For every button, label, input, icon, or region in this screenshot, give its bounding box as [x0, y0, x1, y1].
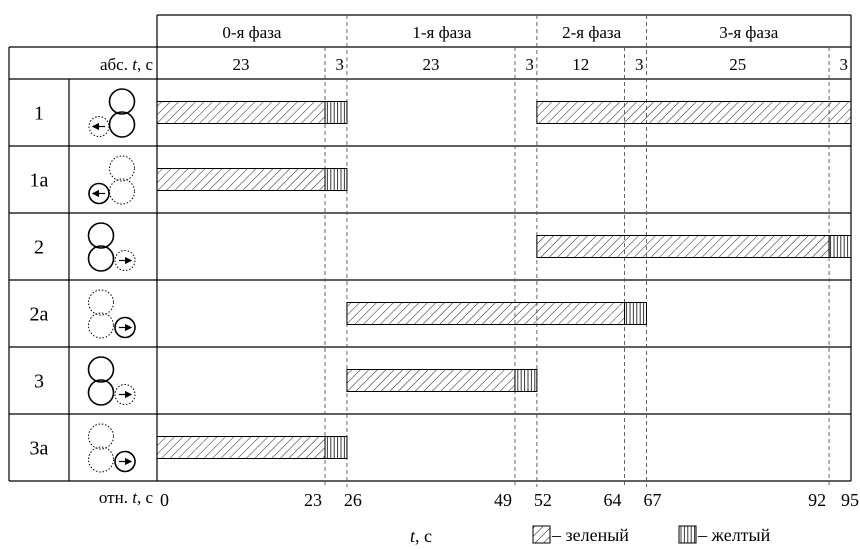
time-tick-label: 26: [344, 490, 362, 510]
time-tick-label: 92: [808, 490, 826, 510]
yellow-interval-bar: [324, 436, 348, 459]
duration-label: 12: [572, 55, 589, 74]
time-tick-label: 67: [643, 490, 661, 510]
time-tick-label: 52: [534, 490, 552, 510]
duration-label: 3: [840, 55, 849, 74]
time-axis-label: t, с: [410, 526, 432, 546]
signal-row: 3: [34, 356, 538, 406]
signal-group-label: 3: [34, 371, 44, 393]
green-interval-bar: [156, 436, 326, 459]
duration-label: 23: [422, 55, 439, 74]
time-tick-label: 23: [304, 490, 322, 510]
legend-green-label: – зеленый: [551, 525, 629, 545]
signal-rows: 1 1а 2 2а 3 3а: [30, 88, 852, 473]
yellow-interval-bar: [324, 101, 348, 124]
rel-time-label: отн. t, с: [99, 488, 154, 507]
legend-yellow-swatch: [678, 525, 697, 544]
signal-row: 2а: [30, 289, 647, 339]
duration-label: 23: [233, 55, 250, 74]
signal-group-label: 1: [34, 103, 44, 125]
yellow-interval-bar: [828, 235, 852, 258]
phase-label: 2-я фаза: [562, 23, 622, 42]
phase-label: 0-я фаза: [222, 23, 282, 42]
duration-label: 3: [335, 55, 344, 74]
signal-row: 1: [34, 88, 852, 138]
duration-label: 3: [635, 55, 644, 74]
time-tick-labels: 0 23 26 49 52 64 67 92 95: [160, 490, 859, 510]
yellow-interval-bar: [514, 369, 538, 392]
time-tick-label: 0: [160, 490, 169, 510]
legend: – зеленый – желтый: [532, 525, 771, 545]
abs-time-label: абс. t, с: [100, 55, 153, 74]
green-interval-bar: [156, 168, 326, 191]
time-tick-label: 64: [604, 490, 622, 510]
green-interval-bar: [156, 101, 326, 124]
table-grid: [8, 14, 852, 482]
signal-group-label: 2: [34, 237, 44, 259]
left-turn-signal-right-lights-icon: [88, 88, 136, 138]
green-interval-bar: [346, 302, 626, 325]
phase-header: 0-я фаза 1-я фаза 2-я фаза 3-я фаза: [222, 23, 778, 42]
green-interval-bar: [346, 369, 516, 392]
signal-row: 3а: [30, 423, 348, 473]
yellow-interval-bar: [624, 302, 647, 325]
signal-row: 1а: [30, 155, 348, 205]
right-turn-signal-left-lights-icon: [87, 222, 136, 272]
duration-label: 3: [525, 55, 534, 74]
signal-group-label: 1а: [30, 170, 49, 192]
phase-label: 3-я фаза: [719, 23, 779, 42]
signal-group-label: 3а: [30, 438, 49, 460]
duration-label: 25: [729, 55, 746, 74]
right-arrow-section-icon: [88, 289, 136, 339]
time-tick-label: 95: [841, 490, 859, 510]
signal-row: 2: [34, 222, 852, 272]
time-tick-label: 49: [494, 490, 512, 510]
left-arrow-section-icon: [88, 155, 135, 205]
legend-green-swatch: [532, 525, 551, 544]
green-interval-bar: [536, 101, 852, 124]
yellow-interval-bar: [324, 168, 348, 191]
right-arrow-section-icon: [88, 423, 136, 473]
right-turn-signal-left-lights-icon: [87, 356, 136, 406]
phase-durations: 23 3 23 3 12 3 25 3: [233, 55, 848, 74]
green-interval-bar: [536, 235, 830, 258]
phase-label: 1-я фаза: [412, 23, 472, 42]
signal-group-label: 2а: [30, 304, 49, 326]
legend-yellow-label: – желтый: [697, 525, 771, 545]
